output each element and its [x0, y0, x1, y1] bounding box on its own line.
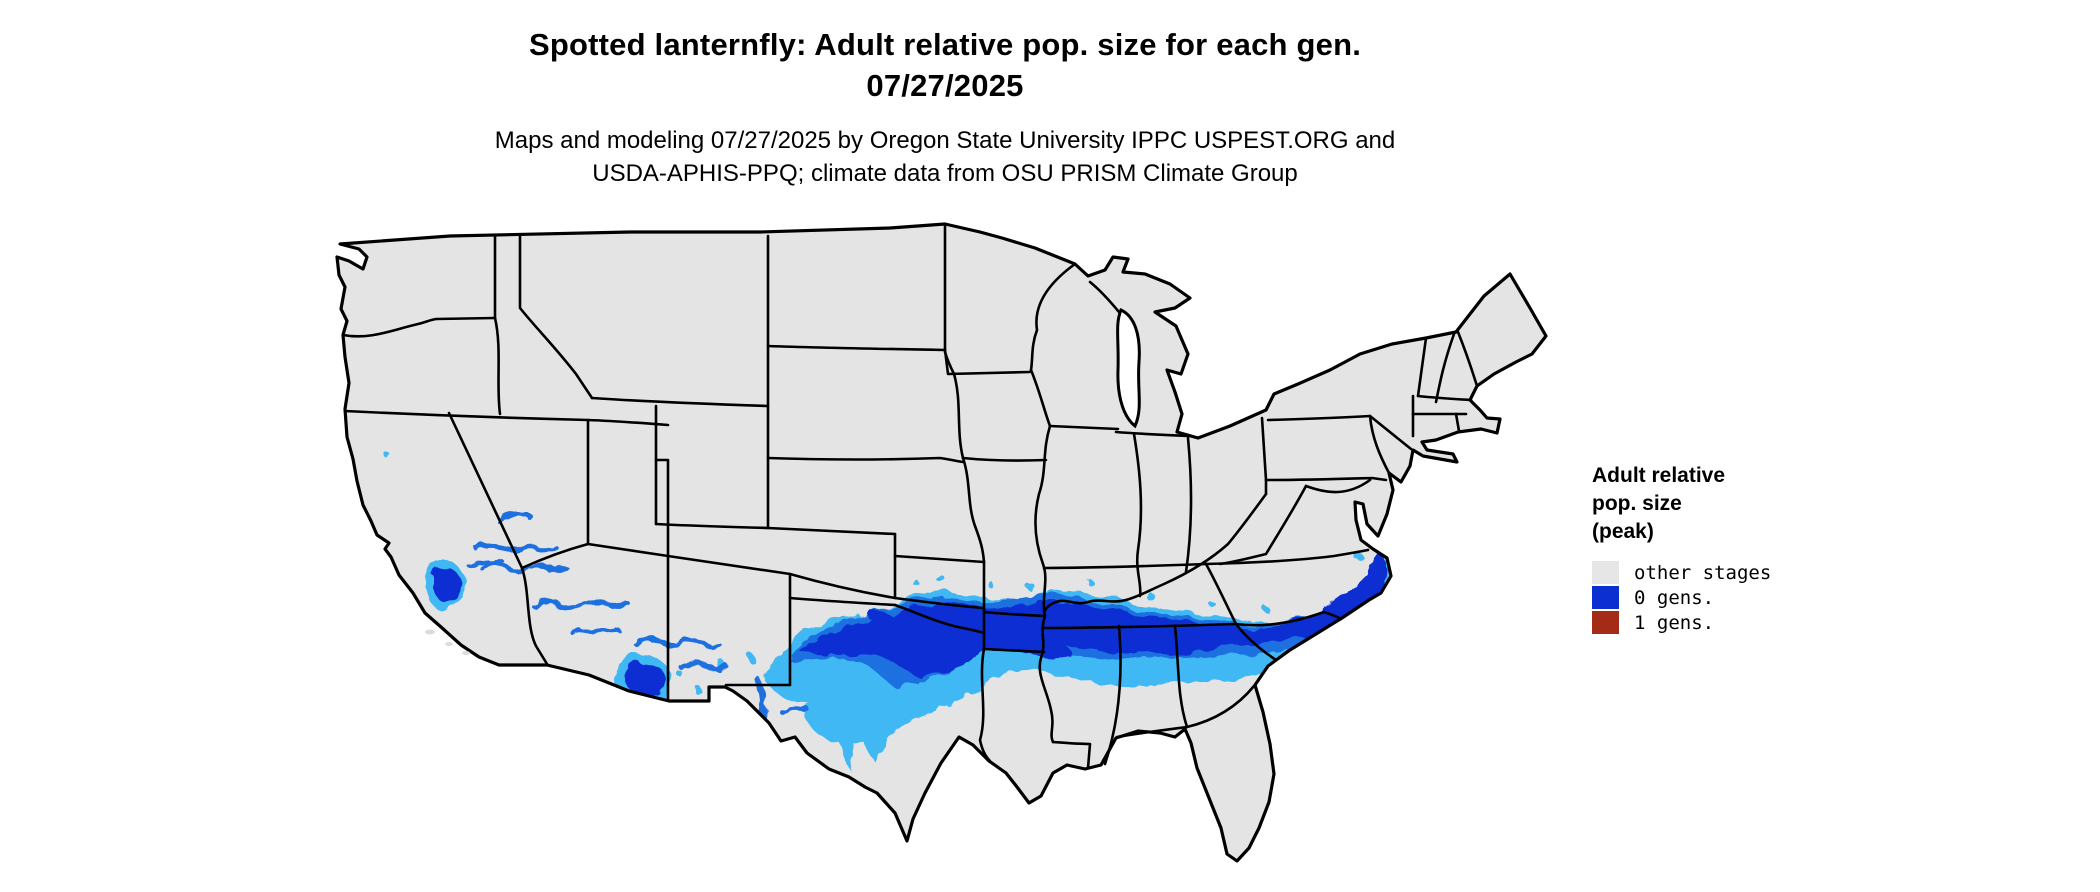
legend-label-0-gens: 0 gens.	[1634, 586, 1715, 609]
legend-label-other-stages: other stages	[1634, 561, 1772, 584]
page-subtitle-line1: Maps and modeling 07/27/2025 by Oregon S…	[494, 127, 1396, 154]
legend-title-line2: pop. size	[1592, 492, 1682, 515]
legend-item-1-gens: 1 gens.	[1592, 610, 1922, 635]
legend-items: other stages 0 gens. 1 gens.	[1592, 560, 1922, 635]
legend-title-line1: Adult relative	[1592, 464, 1726, 487]
legend-title-line3: (peak)	[1592, 520, 1654, 543]
us-map	[330, 212, 1562, 882]
channel-islands	[425, 629, 470, 655]
legend-label-1-gens: 1 gens.	[1634, 611, 1715, 634]
legend-item-0-gens: 0 gens.	[1592, 585, 1922, 610]
map-legend: Adult relative pop. size (peak) other st…	[1592, 462, 1922, 635]
page-title-line1: Spotted lanternfly: Adult relative pop. …	[528, 27, 1362, 62]
legend-swatch-other-stages	[1592, 561, 1619, 584]
us-map-svg	[335, 222, 1548, 863]
lake-michigan	[1116, 307, 1141, 429]
legend-swatch-0-gens	[1592, 586, 1619, 609]
page-subtitle: Maps and modeling 07/27/2025 by Oregon S…	[0, 124, 1890, 190]
legend-title: Adult relative pop. size (peak)	[1592, 462, 1922, 546]
page-title-line2: 07/27/2025	[866, 68, 1024, 103]
state-borders	[341, 224, 1479, 770]
population-raster-layer	[385, 453, 1404, 783]
page-subtitle-line2: USDA-APHIS-PPQ; climate data from OSU PR…	[592, 160, 1298, 187]
page-header: Spotted lanternfly: Adult relative pop. …	[0, 24, 1890, 190]
legend-swatch-1-gens	[1592, 611, 1619, 634]
legend-item-other-stages: other stages	[1592, 560, 1922, 585]
